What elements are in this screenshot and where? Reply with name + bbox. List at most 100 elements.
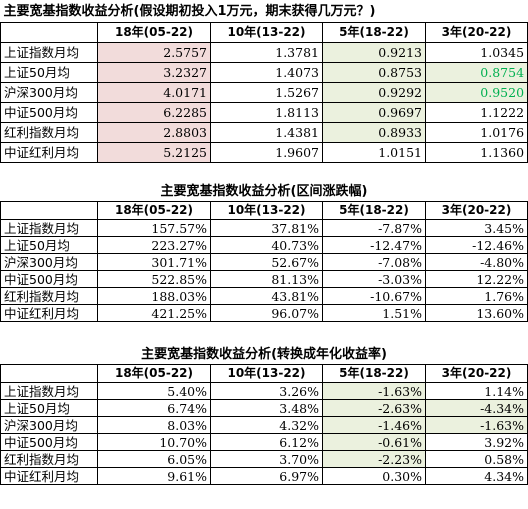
cell[interactable]: 0.58% — [424, 450, 528, 468]
cell[interactable]: -12.47% — [322, 236, 426, 254]
cell[interactable]: -3.03% — [322, 270, 426, 288]
cell[interactable]: -1.63% — [424, 416, 528, 434]
row-label[interactable]: 中证500月均 — [0, 102, 98, 123]
cell[interactable]: 6.12% — [210, 433, 323, 451]
cell[interactable]: -12.46% — [425, 236, 528, 254]
cell[interactable]: 3.70% — [210, 450, 323, 468]
cell[interactable]: 40.73% — [210, 236, 323, 254]
cell[interactable]: 1.0345 — [424, 42, 528, 63]
cell[interactable]: -2.23% — [322, 450, 426, 468]
cell[interactable]: 188.03% — [97, 287, 211, 305]
header-cell[interactable]: 10年(13-22) — [210, 22, 323, 43]
header-cell[interactable]: 10年(13-22) — [210, 364, 323, 383]
cell[interactable]: 4.34% — [424, 467, 528, 485]
cell[interactable]: 0.8753 — [322, 62, 426, 83]
header-cell[interactable]: 3年(20-22) — [424, 364, 528, 383]
cell[interactable]: -4.80% — [425, 253, 528, 271]
cell[interactable]: 1.1360 — [424, 142, 528, 163]
header-cell[interactable]: 5年(18-22) — [322, 22, 426, 43]
cell[interactable]: -7.87% — [322, 219, 426, 237]
cell[interactable]: 1.4073 — [210, 62, 323, 83]
cell[interactable]: 5.2125 — [97, 142, 211, 163]
cell[interactable]: 2.5757 — [97, 42, 211, 63]
cell[interactable]: 0.30% — [322, 467, 426, 485]
cell[interactable]: 3.26% — [210, 382, 323, 400]
cell[interactable]: 9.61% — [97, 467, 211, 485]
cell[interactable]: 4.32% — [210, 416, 323, 434]
row-label[interactable]: 上证50月均 — [0, 62, 98, 83]
cell[interactable]: 37.81% — [210, 219, 323, 237]
cell[interactable]: 421.25% — [97, 304, 211, 322]
cell[interactable]: 1.76% — [425, 287, 528, 305]
cell[interactable]: 0.9520 — [424, 82, 528, 103]
header-cell[interactable]: 5年(18-22) — [322, 364, 426, 383]
row-label[interactable]: 沪深300月均 — [0, 82, 98, 103]
cell[interactable]: 0.8754 — [424, 62, 528, 83]
row-label[interactable]: 沪深300月均 — [0, 416, 98, 434]
cell[interactable]: 1.51% — [322, 304, 426, 322]
cell[interactable]: 6.74% — [97, 399, 211, 417]
cell[interactable]: 1.9607 — [210, 142, 323, 163]
cell[interactable]: 96.07% — [210, 304, 323, 322]
cell[interactable]: 0.9292 — [322, 82, 426, 103]
cell[interactable]: 3.92% — [424, 433, 528, 451]
header-cell[interactable] — [0, 22, 98, 43]
cell[interactable]: 8.03% — [97, 416, 211, 434]
cell[interactable]: 1.3781 — [210, 42, 323, 63]
row-label[interactable]: 上证50月均 — [0, 236, 98, 254]
row-label[interactable]: 中证红利月均 — [0, 467, 98, 485]
cell[interactable]: 6.97% — [210, 467, 323, 485]
cell[interactable]: 1.1222 — [424, 102, 528, 123]
row-label[interactable]: 中证500月均 — [0, 433, 98, 451]
cell[interactable]: 1.14% — [424, 382, 528, 400]
cell[interactable]: 2.8803 — [97, 122, 211, 143]
row-label[interactable]: 上证指数月均 — [0, 219, 98, 237]
header-cell[interactable] — [0, 364, 98, 383]
cell[interactable]: 3.45% — [425, 219, 528, 237]
cell[interactable]: 1.4381 — [210, 122, 323, 143]
row-label[interactable]: 红利指数月均 — [0, 450, 98, 468]
header-cell[interactable]: 18年(05-22) — [97, 22, 211, 43]
cell[interactable]: 5.40% — [97, 382, 211, 400]
cell[interactable]: -1.63% — [322, 382, 426, 400]
cell[interactable]: 3.48% — [210, 399, 323, 417]
cell[interactable]: 3.2327 — [97, 62, 211, 83]
cell[interactable]: 223.27% — [97, 236, 211, 254]
header-cell[interactable]: 18年(05-22) — [97, 364, 211, 383]
header-cell[interactable]: 3年(20-22) — [424, 22, 528, 43]
row-label[interactable]: 红利指数月均 — [0, 287, 98, 305]
cell[interactable]: 10.70% — [97, 433, 211, 451]
cell[interactable]: 81.13% — [210, 270, 323, 288]
cell[interactable]: 1.8113 — [210, 102, 323, 123]
row-label[interactable]: 上证50月均 — [0, 399, 98, 417]
header-cell[interactable]: 18年(05-22) — [97, 201, 211, 220]
cell[interactable]: 1.5267 — [210, 82, 323, 103]
cell[interactable]: 4.0171 — [97, 82, 211, 103]
cell[interactable]: 6.05% — [97, 450, 211, 468]
cell[interactable]: -0.61% — [322, 433, 426, 451]
cell[interactable]: 0.9697 — [322, 102, 426, 123]
cell[interactable]: 6.2285 — [97, 102, 211, 123]
header-cell[interactable]: 3年(20-22) — [425, 201, 528, 220]
cell[interactable]: 43.81% — [210, 287, 323, 305]
cell[interactable]: -10.67% — [322, 287, 426, 305]
cell[interactable]: -4.34% — [424, 399, 528, 417]
row-label[interactable]: 沪深300月均 — [0, 253, 98, 271]
row-label[interactable]: 上证指数月均 — [0, 42, 98, 63]
cell[interactable]: -7.08% — [322, 253, 426, 271]
row-label[interactable]: 中证红利月均 — [0, 142, 98, 163]
cell[interactable]: 1.0176 — [424, 122, 528, 143]
row-label[interactable]: 中证500月均 — [0, 270, 98, 288]
row-label[interactable]: 上证指数月均 — [0, 382, 98, 400]
cell[interactable]: -1.46% — [322, 416, 426, 434]
cell[interactable]: 12.22% — [425, 270, 528, 288]
cell[interactable]: 0.9213 — [322, 42, 426, 63]
header-cell[interactable]: 10年(13-22) — [210, 201, 323, 220]
cell[interactable]: 13.60% — [425, 304, 528, 322]
cell[interactable]: 522.85% — [97, 270, 211, 288]
cell[interactable]: 1.0151 — [322, 142, 426, 163]
row-label[interactable]: 中证红利月均 — [0, 304, 98, 322]
cell[interactable]: 52.67% — [210, 253, 323, 271]
cell[interactable]: -2.63% — [322, 399, 426, 417]
cell[interactable]: 0.8933 — [322, 122, 426, 143]
